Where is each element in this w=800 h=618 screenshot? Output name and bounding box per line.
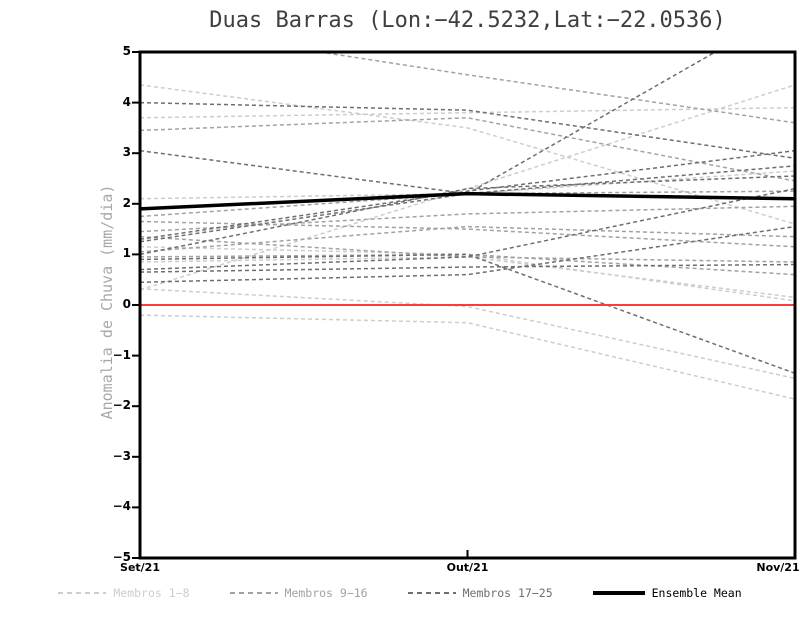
dashed-line-swatch xyxy=(58,592,107,594)
member-line-m11 xyxy=(140,190,795,218)
legend-item-ensemble-mean: Ensemble Mean xyxy=(592,586,742,600)
member-line-m12 xyxy=(140,220,795,248)
member-line-m16 xyxy=(140,253,795,276)
dashed-line-swatch xyxy=(407,592,456,594)
member-line-m01 xyxy=(140,84,795,225)
member-line-m22 xyxy=(140,253,795,375)
legend-label: Membros 9−16 xyxy=(284,586,368,600)
y-tick-label: −4 xyxy=(112,499,131,514)
y-tick-label: 2 xyxy=(122,195,131,210)
member-line-m25 xyxy=(140,225,795,283)
x-tick-label: Set/21 xyxy=(120,561,160,574)
chart-title: Duas Barras (Lon:−42.5232,Lat:−22.0536) xyxy=(209,8,726,33)
member-line-m19 xyxy=(140,149,795,240)
y-tick-label: 3 xyxy=(122,145,131,160)
dashed-line-swatch xyxy=(229,592,278,594)
y-tick-label: −3 xyxy=(112,448,131,463)
legend-item-membros-9-16: Membros 9−16 xyxy=(229,586,368,600)
y-tick-label: −1 xyxy=(112,347,131,362)
legend-item-membros-17-25: Membros 17−25 xyxy=(407,586,553,600)
member-line-m03 xyxy=(140,84,795,291)
y-tick-label: 1 xyxy=(122,246,131,261)
x-tick-label: Out/21 xyxy=(446,561,489,574)
legend-label: Membros 1−8 xyxy=(113,586,190,600)
solid-line-swatch xyxy=(592,591,645,595)
member-line-m17 xyxy=(140,101,795,160)
legend: Membros 1−8 Membros 9−16 Membros 17−25 E… xyxy=(0,584,800,602)
y-tick-label: 0 xyxy=(122,297,131,311)
member-line-m13 xyxy=(140,205,795,233)
member-line-m14 xyxy=(140,235,795,263)
y-tick-label: −5 xyxy=(112,550,131,564)
member-line-m10 xyxy=(315,52,795,124)
x-tick-label: Nov/21 xyxy=(756,561,800,574)
legend-item-membros-1-8: Membros 1−8 xyxy=(58,586,190,600)
member-line-m07 xyxy=(140,246,795,302)
ensemble-mean-line xyxy=(140,191,795,211)
y-tick-label: −2 xyxy=(112,398,131,413)
legend-label: Membros 17−25 xyxy=(462,586,553,600)
member-line-m15 xyxy=(140,225,795,253)
y-tick-label: 4 xyxy=(122,94,131,109)
member-line-m18 xyxy=(140,52,717,195)
y-tick-label: 5 xyxy=(122,44,131,58)
member-line-m06 xyxy=(140,256,795,299)
legend-label: Ensemble Mean xyxy=(651,586,742,600)
member-line-m04 xyxy=(140,170,795,200)
axis-frame xyxy=(138,50,797,560)
member-line-m05 xyxy=(140,288,795,380)
